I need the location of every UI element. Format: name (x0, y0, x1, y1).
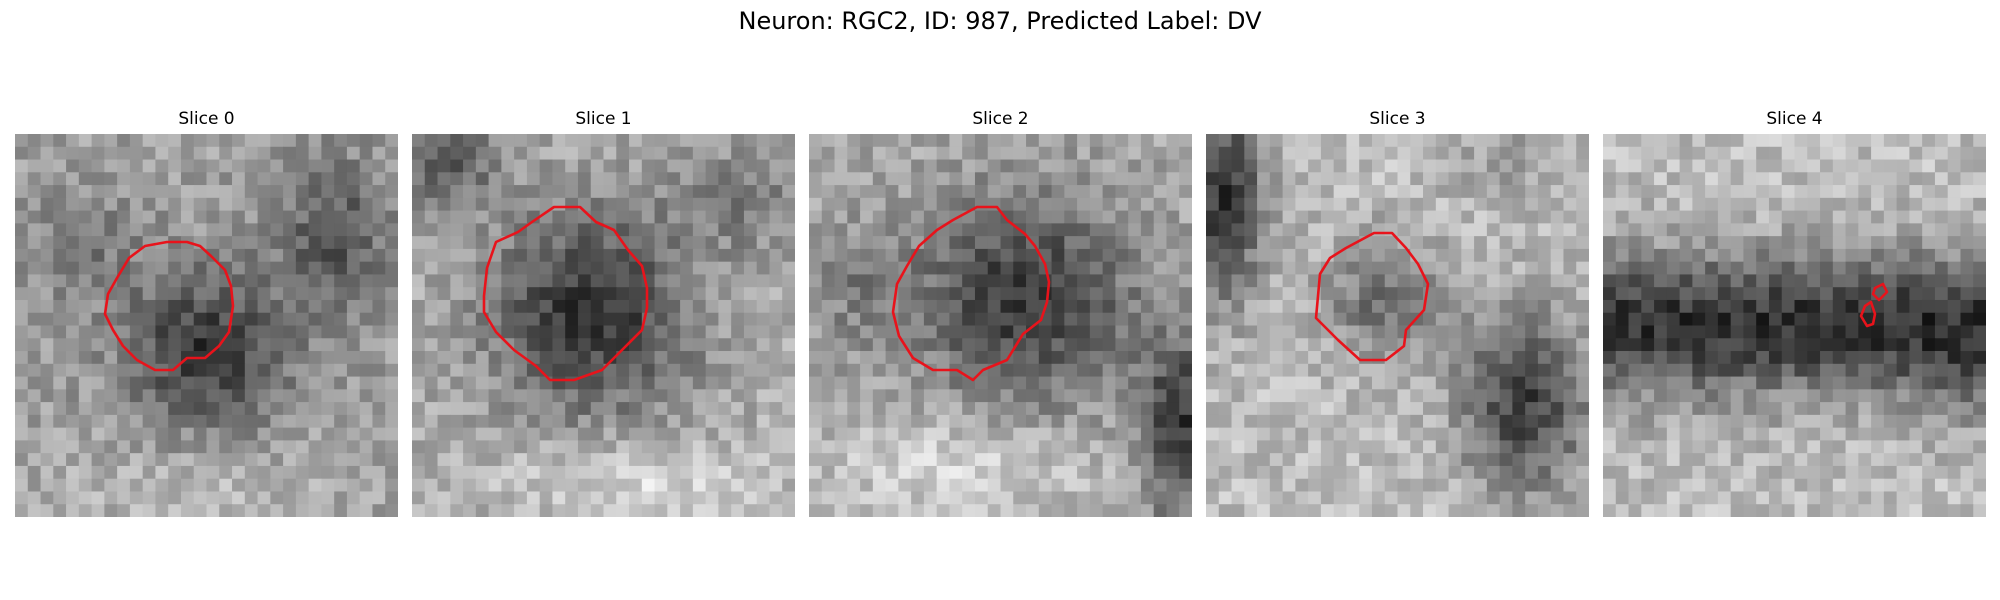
slice-4-title: Slice 4 (1766, 109, 1823, 129)
slice-4-pixels (1603, 134, 1986, 517)
slice-2-contour (891, 205, 1051, 382)
slice-0-title: Slice 0 (178, 109, 235, 129)
slice-1-contour (482, 205, 649, 382)
slice-0-image (15, 134, 398, 517)
slice-panel-4: Slice 4 (1603, 108, 1986, 517)
slice-1-title: Slice 1 (575, 109, 632, 129)
slice-1-pixels (412, 134, 795, 517)
slice-4-contour-secondary (1859, 300, 1877, 328)
slice-panel-0: Slice 0 (15, 108, 398, 517)
slice-4-image (1603, 134, 1986, 517)
slice-panel-1: Slice 1 (412, 108, 795, 517)
slice-3-image (1206, 134, 1589, 517)
slice-2-title: Slice 2 (972, 109, 1029, 129)
slice-3-contour (1314, 231, 1430, 362)
slice-4-contour (1871, 282, 1889, 302)
slice-2-image (809, 134, 1192, 517)
slice-2-pixels (809, 134, 1192, 517)
slice-panel-2: Slice 2 (809, 108, 1192, 517)
slice-3-title: Slice 3 (1369, 109, 1426, 129)
slice-0-pixels (15, 134, 398, 517)
slice-1-image (412, 134, 795, 517)
slice-panel-3: Slice 3 (1206, 108, 1589, 517)
slice-3-pixels (1206, 134, 1589, 517)
slice-0-contour (103, 240, 235, 372)
figure-title: Neuron: RGC2, ID: 987, Predicted Label: … (738, 7, 1262, 35)
